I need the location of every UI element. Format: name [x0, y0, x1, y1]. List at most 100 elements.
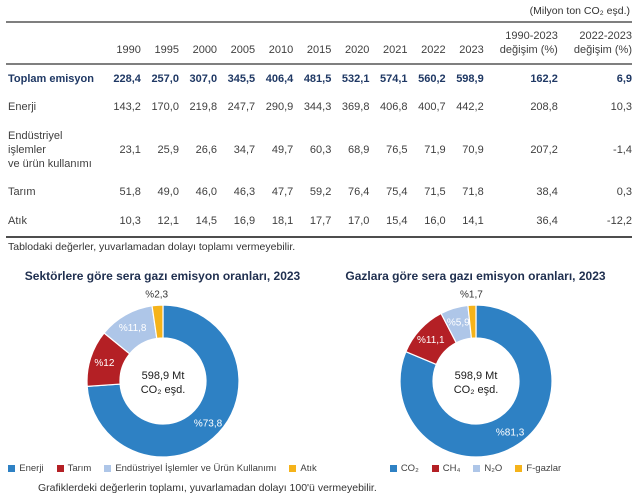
table-cell: 6,9	[616, 72, 632, 85]
legend-item: Enerji	[8, 463, 44, 475]
legend-label: Enerji	[19, 463, 44, 475]
table-cell: 71,8	[462, 186, 484, 199]
chart-title-sectors: Sektörlere göre sera gazı emisyon oranla…	[24, 268, 301, 283]
table-cell: 17,0	[331, 207, 370, 238]
table-cell: 442,2	[456, 101, 484, 114]
table-cell: 51,8	[119, 186, 141, 199]
legend-item: CO₂	[389, 463, 419, 475]
chart-block-gases: Gazlara göre sera gazı emisyon oranları,…	[319, 269, 632, 474]
table-cell: 532,1	[341, 72, 370, 85]
charts-row: Sektörlere göre sera gazı emisyon oranla…	[6, 269, 632, 474]
table-cell: 247,7	[227, 101, 256, 114]
table-cell: 23,1	[119, 143, 141, 156]
table-cell: 18,1	[255, 207, 294, 238]
donut-slice	[466, 304, 477, 340]
table-cell: 34,7	[233, 143, 256, 156]
table-unit-note: (Milyon ton CO₂ eşd.)	[529, 5, 630, 17]
table-cell: 344,3	[303, 101, 332, 114]
legend-marker-icon	[515, 465, 523, 473]
table-cell: 10,3	[102, 207, 141, 238]
table-row: Toplam emisyon 228,4 257,0 307,0 345,5 406,4 4…	[6, 64, 632, 94]
row-label: Atık	[6, 207, 103, 238]
column-header: 2015	[293, 22, 332, 65]
table-cell: 49,7	[271, 143, 294, 156]
slice-label: %81,3	[495, 428, 524, 439]
legend-marker-icon	[104, 465, 112, 473]
donut-slice	[150, 304, 164, 340]
table-cell: 170,0	[151, 101, 179, 114]
legend-item: Atık	[289, 463, 317, 474]
table-cell: 406,8	[380, 101, 408, 114]
column-header: 2005	[217, 22, 256, 65]
legend-item: Endüstriyel İşlemler ve Ürün Kullanımı	[104, 463, 276, 474]
table-cell: 307,0	[189, 72, 218, 85]
legend-label: N₂O	[484, 463, 503, 475]
row-label: Tarım	[8, 186, 36, 199]
chart-title-gases: Gazlara göre sera gazı emisyon oranları,…	[345, 268, 606, 283]
slice-label: %5,9	[446, 318, 469, 329]
row-label: Enerji	[8, 101, 37, 114]
legend-item: F-gazlar	[515, 463, 561, 474]
donut-center-label: 598,9 Mt CO₂ eşd.	[453, 370, 498, 396]
table-cell: 49,0	[157, 186, 179, 199]
table-cell: 76,4	[348, 186, 370, 199]
table-cell: 0,3	[616, 186, 632, 199]
table-cell: 14,1	[445, 207, 484, 238]
table-cell: 70,9	[462, 143, 484, 156]
legend-label: F-gazlar	[526, 463, 562, 475]
table-cell: 17,7	[293, 207, 332, 238]
table-row: Enerji 143,2 170,0 219,8 247,7 290,9 344,3 369,…	[6, 93, 632, 122]
table-cell: 574,1	[380, 72, 408, 85]
legend-marker-icon	[289, 465, 297, 473]
legend-marker-icon	[473, 465, 481, 473]
table-cell: 47,7	[271, 186, 294, 199]
column-header: 2021	[369, 22, 408, 65]
table-cell: 36,4	[483, 207, 558, 238]
legend-label: CH₄	[442, 463, 461, 475]
donut-chart: %81,3 %11,1%5,9 %1,7 598,9 Mt CO₂ eşd.	[398, 290, 553, 458]
table-cell: 345,5	[227, 72, 256, 85]
table-cell: 598,9	[456, 72, 484, 85]
column-header: 1990	[102, 22, 141, 65]
row-label: Toplam emisyon	[8, 72, 94, 85]
legend-item: N₂O	[473, 463, 502, 474]
chart-legend: Enerji Tarım Endüstriyel İşlemler ve Ürün …	[8, 463, 317, 475]
legend-marker-icon	[8, 465, 16, 473]
table-footnote: Tablodaki değerler, yuvarlamadan dolayı …	[8, 240, 296, 253]
table-cell: 208,8	[530, 101, 558, 114]
legend-marker-icon	[56, 465, 64, 473]
table-row: Endüstriyel işlemler ve ürün kullanımı 23…	[6, 122, 632, 178]
table-cell: 59,2	[309, 186, 332, 199]
header-row: 1990 1995 2000 2005 2010 2015 2020 2021 2022 2023…	[6, 22, 632, 65]
column-header-empty	[6, 22, 103, 65]
table-cell: 60,3	[309, 143, 332, 156]
legend-marker-icon	[389, 465, 397, 473]
table-cell: 14,5	[178, 207, 218, 238]
table-cell: 257,0	[151, 72, 179, 85]
table-cell: 76,5	[386, 143, 408, 156]
emissions-table: 1990 1995 2000 2005 2010 2015 2020 2021 2022 2023…	[6, 21, 632, 238]
column-header: 1990-2023 değişim (%)	[483, 22, 558, 65]
column-header: 2022	[407, 22, 446, 65]
table-cell: 25,9	[157, 143, 179, 156]
column-header: 1995	[140, 22, 179, 65]
slice-label: %73,8	[193, 419, 222, 430]
table-cell: 143,2	[113, 101, 141, 114]
column-header: 2022-2023 değişim (%)	[557, 22, 632, 65]
table-cell: 38,4	[536, 186, 558, 199]
row-label: Endüstriyel işlemler ve ürün kullanımı	[8, 130, 92, 170]
legend-label: CO₂	[400, 463, 419, 475]
legend-item: Tarım	[56, 463, 91, 474]
table-cell: 10,3	[610, 101, 632, 114]
table-cell: 16,0	[407, 207, 446, 238]
column-header: 2023	[445, 22, 484, 65]
table-cell: 15,4	[369, 207, 408, 238]
table-cell: 369,8	[341, 101, 370, 114]
table-row: Atık 10,3 12,1 14,5 16,9 18,1 17,7 17,0 15,4 16,0…	[6, 207, 632, 238]
table-cell: -1,4	[613, 143, 632, 156]
emissions-table-body: Toplam emisyon 228,4 257,0 307,0 345,5 406,4 4…	[6, 64, 632, 238]
table-cell: 71,9	[424, 143, 446, 156]
table-cell: 207,2	[530, 143, 558, 156]
table-cell: 75,4	[386, 186, 408, 199]
